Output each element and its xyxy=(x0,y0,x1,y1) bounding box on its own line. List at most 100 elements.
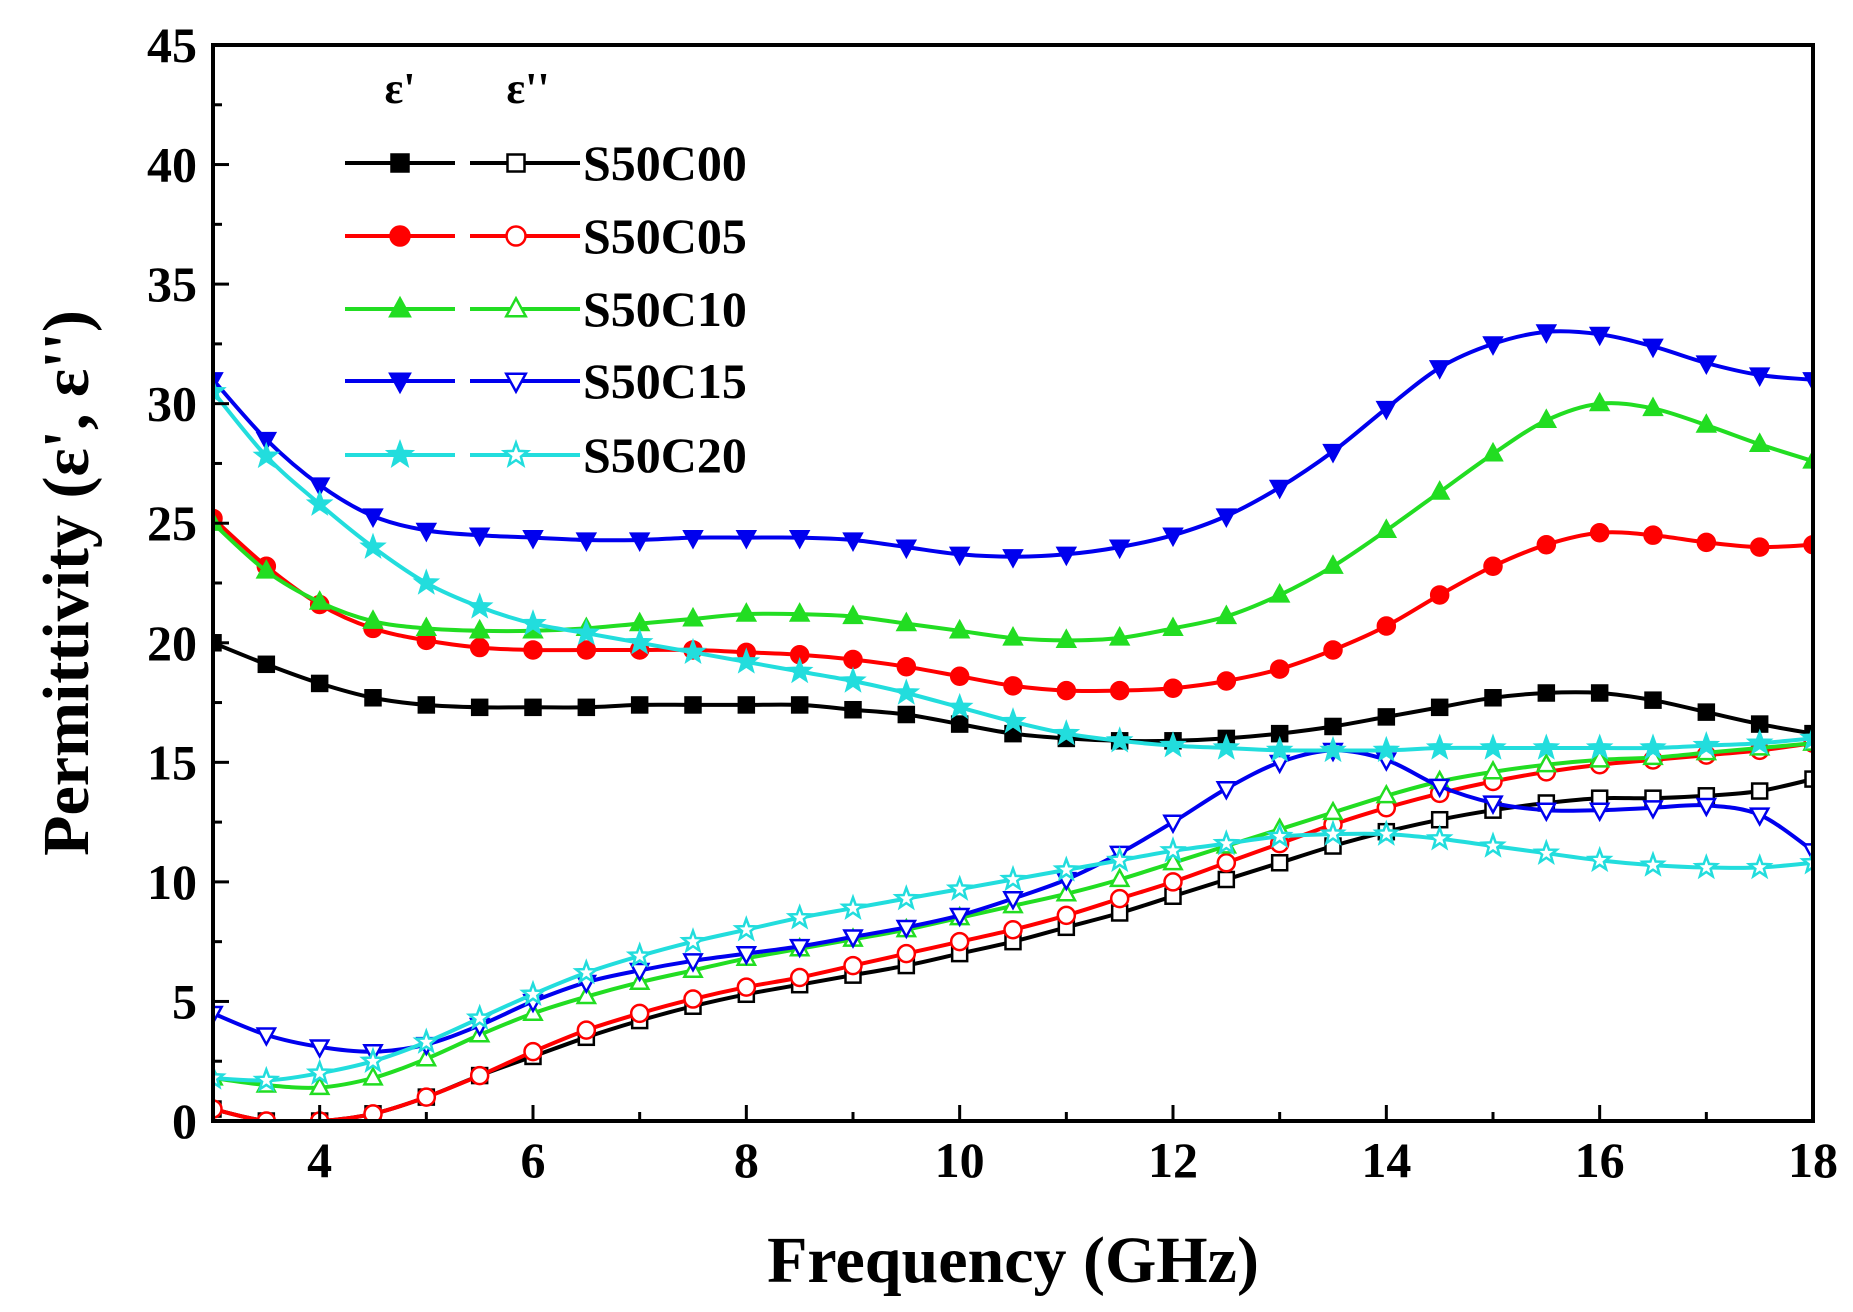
legend-marker-real xyxy=(384,439,416,468)
data-point xyxy=(1319,735,1347,763)
data-point xyxy=(839,666,867,693)
data-point xyxy=(1428,778,1451,799)
data-point xyxy=(470,698,489,717)
data-point xyxy=(1003,676,1023,696)
x-tick-label: 8 xyxy=(734,1132,759,1188)
legend-header-real: ε' xyxy=(384,64,415,113)
y-tick-label: 20 xyxy=(147,615,197,671)
data-point xyxy=(949,931,970,952)
data-point xyxy=(412,568,441,595)
data-point xyxy=(628,962,651,983)
data-point xyxy=(1695,355,1718,375)
data-point xyxy=(1105,726,1134,753)
data-point xyxy=(469,1065,490,1086)
legend-marker-imag xyxy=(504,295,528,318)
data-point xyxy=(735,602,758,622)
data-point xyxy=(213,1063,227,1090)
data-point xyxy=(255,1027,278,1047)
data-point xyxy=(1268,479,1291,500)
data-point xyxy=(1108,867,1131,888)
data-point xyxy=(1535,752,1558,773)
data-point xyxy=(1265,735,1294,763)
data-point xyxy=(519,979,547,1007)
data-point xyxy=(1268,582,1291,603)
data-point xyxy=(1002,549,1024,569)
y-tick-label: 35 xyxy=(147,256,197,312)
y-tick-label: 45 xyxy=(147,17,197,73)
data-point xyxy=(1269,659,1290,679)
data-point xyxy=(1639,850,1667,877)
data-point xyxy=(1644,691,1662,709)
data-point xyxy=(524,698,542,717)
data-point xyxy=(362,508,384,529)
data-point xyxy=(789,967,810,988)
data-point xyxy=(1159,836,1187,863)
data-point xyxy=(1002,891,1024,911)
data-point xyxy=(949,666,970,687)
data-point xyxy=(308,1039,331,1059)
data-point xyxy=(1749,537,1770,557)
data-point xyxy=(1535,408,1558,429)
data-point xyxy=(1375,400,1398,421)
data-point xyxy=(359,532,387,559)
data-point xyxy=(948,618,971,639)
legend-marker-real xyxy=(388,372,412,395)
data-point xyxy=(1428,360,1451,380)
data-point xyxy=(788,602,811,622)
data-point xyxy=(625,628,654,655)
data-point xyxy=(1804,770,1813,788)
data-point xyxy=(519,609,547,636)
legend-label: S50C10 xyxy=(583,281,747,337)
data-point xyxy=(1536,534,1557,555)
data-point xyxy=(1002,626,1024,646)
data-point xyxy=(1802,449,1813,469)
data-point xyxy=(1322,800,1344,821)
data-point xyxy=(1535,324,1558,344)
data-point xyxy=(1697,703,1716,721)
data-point xyxy=(1162,850,1184,871)
legend-label: S50C00 xyxy=(583,135,747,191)
plot-frame xyxy=(211,43,1815,1123)
data-point xyxy=(468,618,491,639)
data-point xyxy=(1479,831,1507,858)
data-point xyxy=(468,527,491,548)
data-point xyxy=(732,915,761,942)
data-point xyxy=(465,592,494,619)
data-point xyxy=(1109,680,1130,701)
data-point xyxy=(575,532,598,552)
data-point xyxy=(732,647,761,674)
data-point xyxy=(416,1087,437,1107)
data-point xyxy=(1588,747,1611,768)
legend-item-S50C05: S50C05 xyxy=(345,208,747,264)
data-point xyxy=(523,640,543,660)
axis-layer: 4 6 8 10 12 14 16 18 0 5 10 15 20 25 30 35 40 45 xyxy=(147,17,1838,1188)
data-point xyxy=(255,431,278,452)
data-point xyxy=(1375,518,1398,539)
y-tick-label: 5 xyxy=(172,973,197,1029)
data-point xyxy=(1588,391,1611,412)
data-point xyxy=(1532,733,1561,760)
data-point xyxy=(1430,698,1449,717)
x-tick-label: 16 xyxy=(1575,1132,1625,1188)
data-point xyxy=(1324,717,1342,736)
data-point xyxy=(576,1020,597,1040)
data-point xyxy=(999,864,1027,892)
data-point xyxy=(1429,585,1450,605)
data-point xyxy=(892,884,921,911)
data-point xyxy=(895,539,918,560)
data-point xyxy=(252,441,281,469)
data-point xyxy=(362,1065,384,1086)
data-point xyxy=(523,1041,543,1062)
data-point xyxy=(213,1005,224,1026)
data-point xyxy=(1642,338,1664,359)
legend-marker-imag xyxy=(505,225,527,247)
data-point xyxy=(1748,807,1771,827)
data-point xyxy=(308,1075,331,1096)
legend-label: S50C05 xyxy=(583,208,747,264)
data-point xyxy=(1215,781,1238,801)
data-point xyxy=(305,489,334,516)
legend-label: S50C20 xyxy=(583,427,747,483)
data-point xyxy=(737,696,756,714)
data-point xyxy=(735,945,758,966)
